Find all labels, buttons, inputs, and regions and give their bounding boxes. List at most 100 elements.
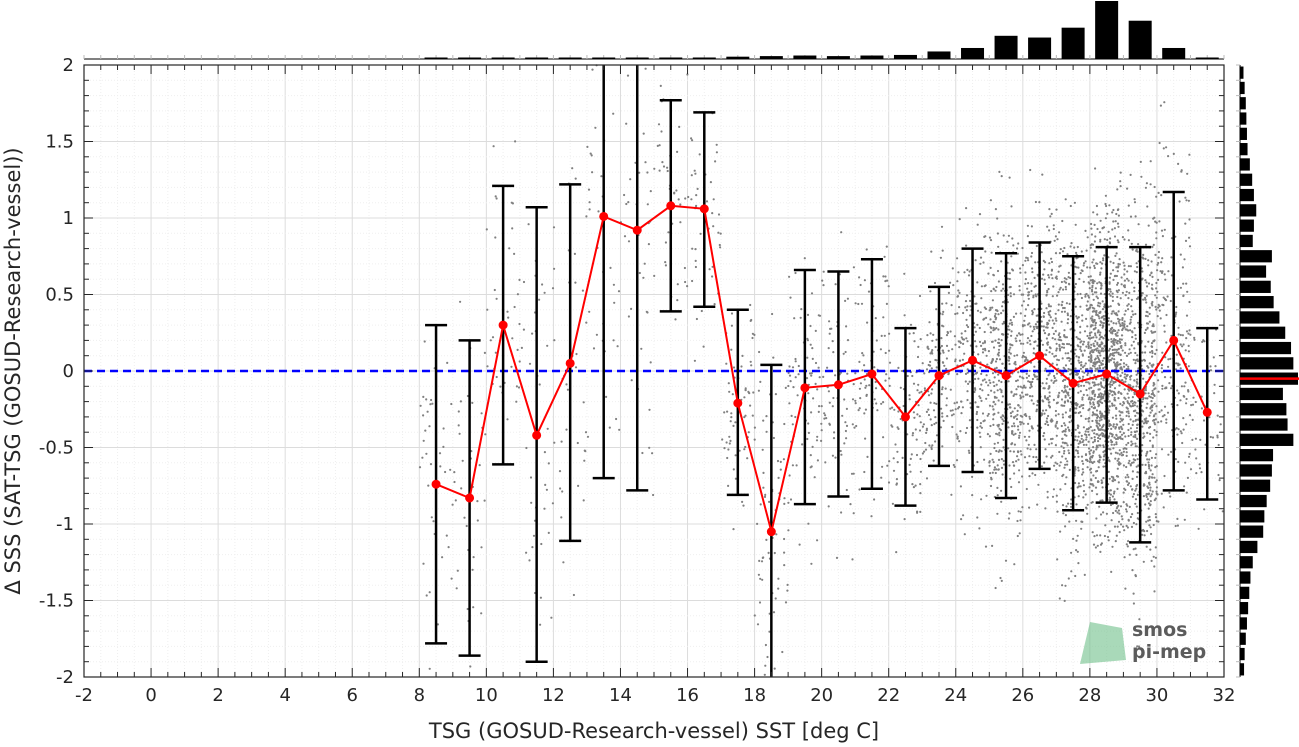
scatter-point xyxy=(1081,366,1085,369)
scatter-point xyxy=(996,486,999,489)
scatter-point xyxy=(924,441,927,445)
scatter-point xyxy=(1152,415,1156,418)
scatter-point xyxy=(852,512,855,515)
scatter-point xyxy=(588,201,591,204)
scatter-point xyxy=(1160,229,1164,232)
scatter-point xyxy=(695,317,699,321)
scatter-point xyxy=(1107,359,1110,362)
scatter-point xyxy=(1130,344,1133,347)
scatter-point xyxy=(1154,352,1157,355)
scatter-point xyxy=(1055,319,1058,322)
scatter-point xyxy=(913,416,916,419)
scatter-point xyxy=(1008,277,1011,281)
scatter-point xyxy=(712,225,715,228)
scatter-point xyxy=(945,302,948,305)
scatter-point xyxy=(1125,443,1128,446)
scatter-point xyxy=(476,500,479,503)
scatter-point xyxy=(1121,318,1124,321)
scatter-point xyxy=(888,361,892,364)
x-tick-label: 6 xyxy=(347,685,358,706)
scatter-point xyxy=(1108,423,1112,426)
scatter-point xyxy=(1108,409,1111,412)
scatter-point xyxy=(1013,443,1017,446)
scatter-point xyxy=(1115,252,1118,255)
scatter-point xyxy=(1083,573,1086,577)
scatter-point xyxy=(1075,519,1078,522)
scatter-point xyxy=(1133,327,1136,330)
scatter-point xyxy=(694,259,697,262)
scatter-point xyxy=(1042,325,1045,328)
scatter-point xyxy=(1063,466,1066,469)
scatter-point xyxy=(1125,368,1128,371)
scatter-point xyxy=(814,361,818,365)
right-histogram xyxy=(1236,64,1299,678)
scatter-point xyxy=(788,275,791,278)
scatter-point xyxy=(480,546,483,549)
scatter-point xyxy=(1040,412,1043,415)
scatter-point xyxy=(516,348,519,351)
top-histogram-bar xyxy=(994,35,1018,59)
scatter-point xyxy=(973,387,977,390)
scatter-point xyxy=(1131,513,1134,516)
x-tick-label: -2 xyxy=(75,685,93,706)
mean-point xyxy=(1068,378,1078,388)
scatter-point xyxy=(1068,468,1071,471)
scatter-point xyxy=(1178,200,1181,203)
scatter-point xyxy=(1113,235,1117,238)
scatter-point xyxy=(1058,597,1061,600)
scatter-point xyxy=(1036,378,1039,381)
scatter-point xyxy=(1055,500,1058,503)
scatter-point xyxy=(759,380,762,383)
scatter-point xyxy=(1049,310,1052,313)
scatter-point xyxy=(834,283,837,286)
scatter-point xyxy=(751,336,754,340)
scatter-point xyxy=(977,405,980,409)
scatter-point xyxy=(969,314,972,317)
scatter-point xyxy=(1117,225,1120,228)
scatter-point xyxy=(678,125,681,128)
scatter-point xyxy=(888,349,891,352)
scatter-point xyxy=(1145,492,1148,496)
scatter-point xyxy=(1063,422,1066,425)
scatter-point xyxy=(1099,499,1102,502)
scatter-point xyxy=(1064,336,1067,339)
scatter-point xyxy=(921,452,925,455)
scatter-point xyxy=(1147,502,1151,505)
scatter-point xyxy=(1140,175,1143,178)
scatter-point xyxy=(1064,198,1067,201)
scatter-point xyxy=(789,380,792,383)
scatter-point xyxy=(929,401,932,404)
scatter-point xyxy=(1053,239,1056,242)
scatter-point xyxy=(919,338,922,341)
scatter-point xyxy=(594,126,597,129)
scatter-point xyxy=(1015,379,1018,383)
scatter-point xyxy=(1218,479,1221,482)
scatter-point xyxy=(1131,248,1134,251)
scatter-point xyxy=(992,320,995,323)
scatter-point xyxy=(992,287,995,290)
scatter-point xyxy=(1084,430,1087,433)
scatter-point xyxy=(1077,495,1080,498)
mean-point xyxy=(565,358,575,368)
scatter-point xyxy=(551,502,555,505)
scatter-point xyxy=(919,510,922,513)
scatter-point xyxy=(1180,432,1183,435)
scatter-point xyxy=(553,441,556,444)
scatter-point xyxy=(863,378,866,381)
scatter-point xyxy=(991,458,994,461)
scatter-point xyxy=(753,438,756,441)
scatter-point xyxy=(1017,458,1020,461)
scatter-point xyxy=(1108,499,1111,502)
scatter-point xyxy=(966,305,969,308)
scatter-point xyxy=(841,414,844,417)
scatter-point xyxy=(1011,410,1014,413)
right-histogram-bar xyxy=(1240,280,1271,293)
scatter-point xyxy=(1047,287,1050,291)
scatter-point xyxy=(1162,296,1165,299)
scatter-point xyxy=(858,276,861,279)
scatter-point xyxy=(951,425,954,429)
scatter-point xyxy=(942,351,945,354)
scatter-point xyxy=(494,236,497,239)
scatter-point xyxy=(1026,323,1030,326)
scatter-point xyxy=(1159,270,1162,273)
